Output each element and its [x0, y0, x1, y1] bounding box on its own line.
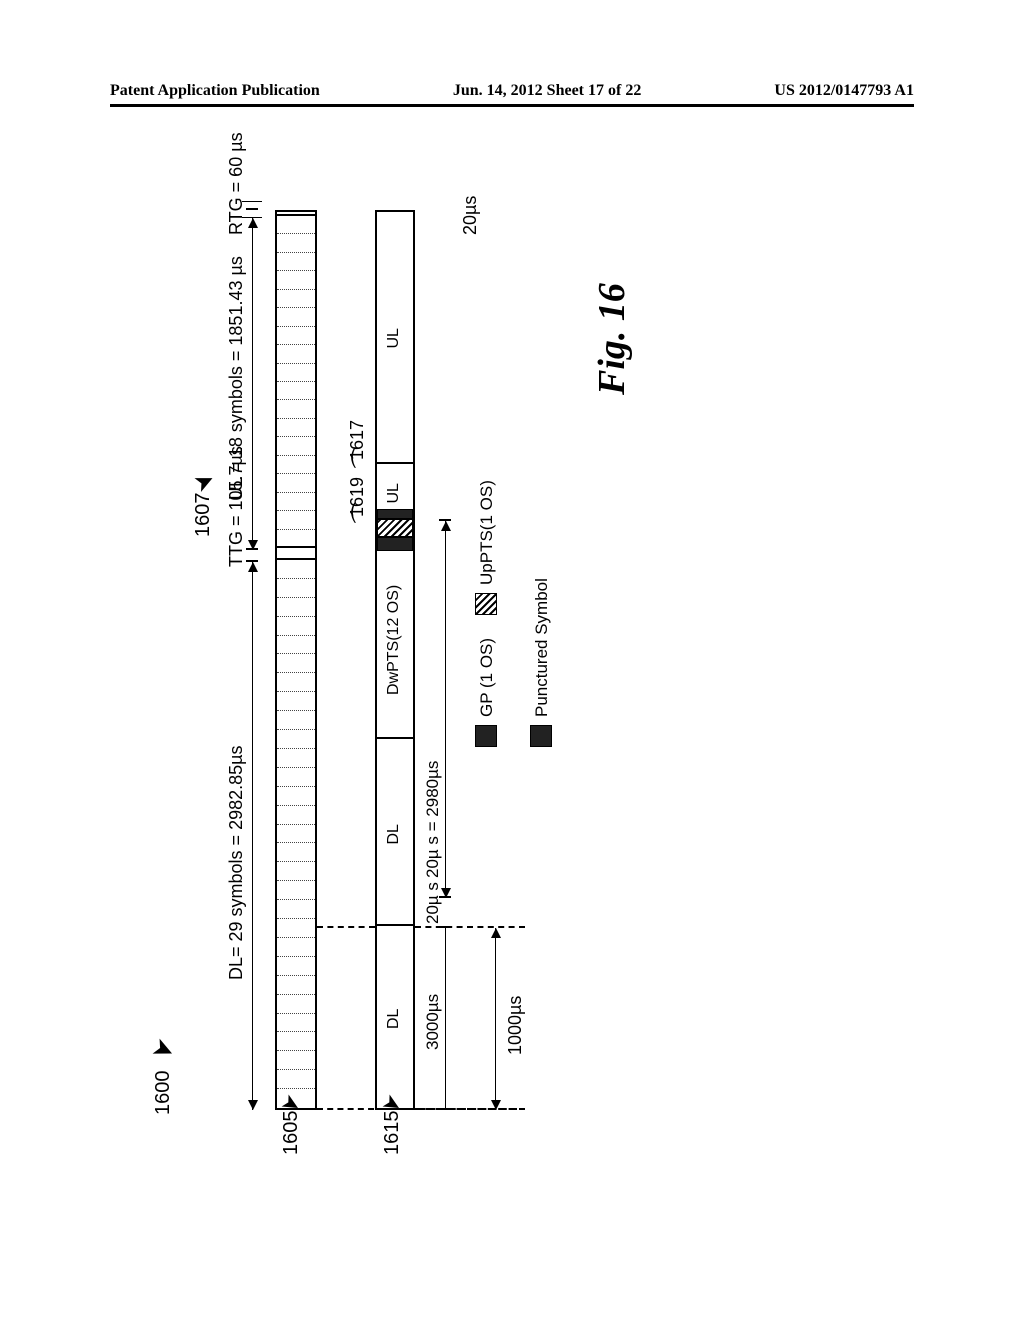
- label-text: 1617: [347, 420, 368, 460]
- label-text: UL: [385, 483, 403, 503]
- header-mid: Jun. 14, 2012 Sheet 17 of 22: [453, 82, 641, 100]
- uppts-slot: [377, 519, 413, 537]
- label-text: 1607: [192, 493, 215, 538]
- label-text: 20µs: [460, 196, 481, 235]
- dimension-line: [252, 218, 253, 550]
- label-text: DL: [385, 1009, 403, 1029]
- header-right: US 2012/0147793 A1: [774, 82, 914, 100]
- label-text: DwPTS(12 OS): [385, 585, 403, 695]
- figure-caption: Fig. 16: [590, 283, 634, 395]
- tick: [246, 208, 258, 210]
- gp-slot: [377, 537, 413, 551]
- tick: [439, 519, 451, 521]
- legend-punct-swatch: [530, 725, 552, 747]
- wimax-frame-bar: [275, 210, 317, 1110]
- pointer-arrow: ➤: [147, 1030, 180, 1067]
- label-text: RTG = 60 µs: [226, 132, 247, 235]
- page-header: Patent Application Publication Jun. 14, …: [0, 82, 1024, 107]
- label-text: 20µ s = 2980µs: [423, 761, 443, 878]
- label-text: UL = 18 symbols = 1851.43 µs: [226, 256, 247, 500]
- label-text: 3000µs: [423, 994, 443, 1050]
- label-text: DL: [385, 824, 403, 844]
- dimension-line: [495, 928, 496, 1110]
- label-text: 1000µs: [505, 996, 526, 1055]
- tick: [246, 560, 258, 562]
- header-left: Patent Application Publication: [110, 82, 320, 100]
- label-text: 1619: [347, 477, 368, 517]
- label-text: DL= 29 symbols = 2982.85µs: [226, 745, 247, 980]
- dimension-line: [252, 562, 253, 1110]
- label-text: 1600: [152, 1071, 175, 1116]
- dimension-line: [445, 521, 446, 898]
- label-text: Punctured Symbol: [532, 578, 552, 717]
- legend-uppts-swatch: [475, 593, 497, 615]
- label-text: GP (1 OS): [477, 638, 497, 717]
- label-text: 20µ s: [423, 882, 443, 924]
- punctured-slot: [377, 509, 413, 519]
- figure-16: 1600➤1607➤DL= 29 symbols = 2982.85µsTTG …: [130, 165, 910, 1155]
- label-text: UL: [385, 328, 403, 348]
- legend-gp-swatch: [475, 725, 497, 747]
- label-text: UpPTS(1 OS): [477, 480, 497, 585]
